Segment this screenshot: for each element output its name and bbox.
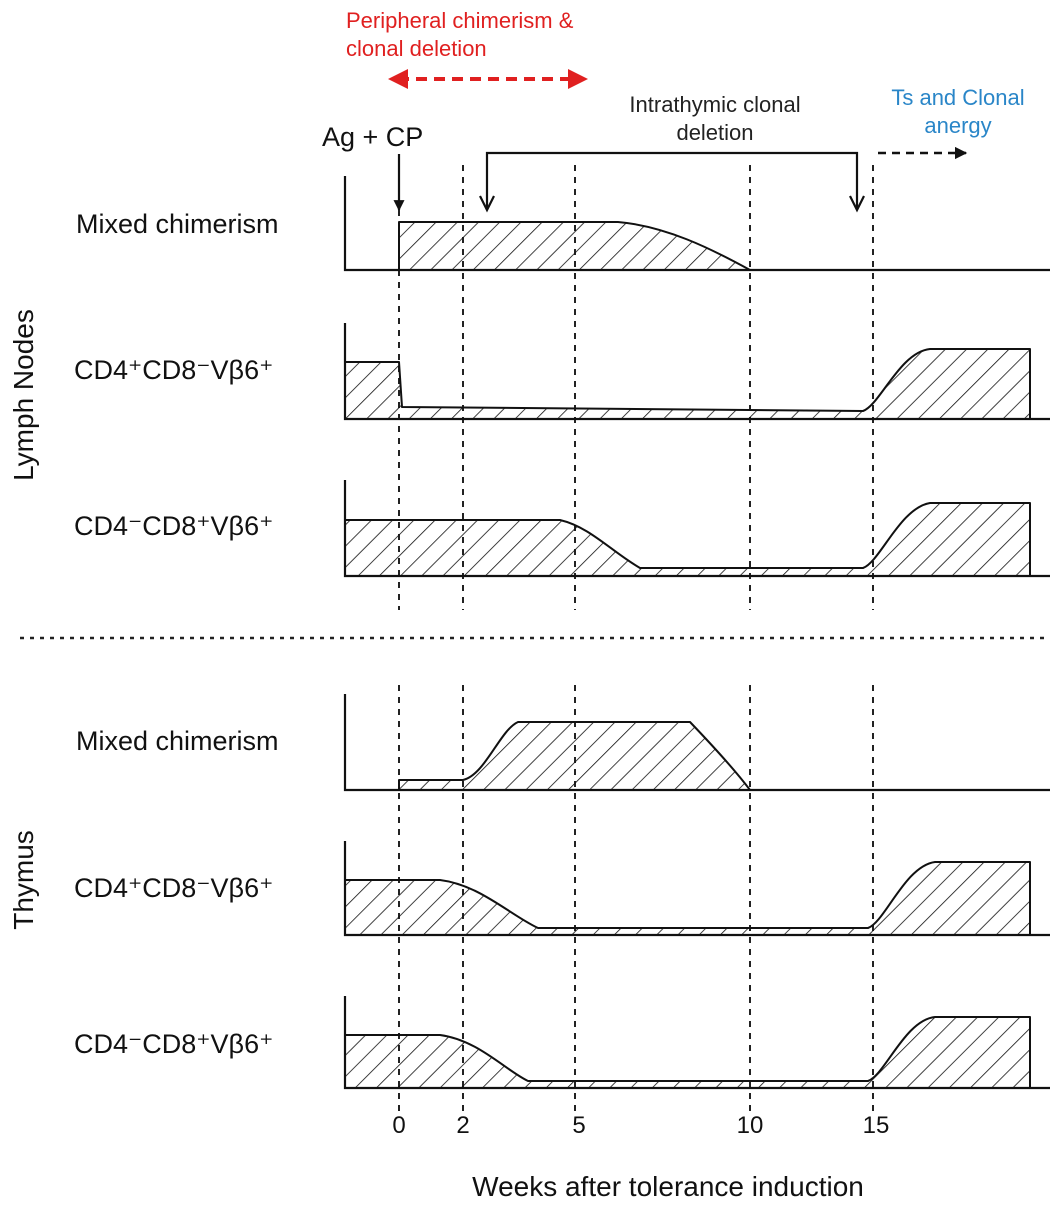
curve-th-cd8 xyxy=(344,1016,1031,1089)
panel-th-cd8: CD4⁻CD8⁺Vβ6⁺ xyxy=(74,996,1050,1090)
panel-th-mixed-chimerism: Mixed chimerism xyxy=(76,694,1050,792)
ag-cp-label: Ag + CP xyxy=(322,122,423,152)
tick-label-5: 5 xyxy=(572,1112,585,1139)
panel-label: CD4⁺CD8⁻Vβ6⁺ xyxy=(74,355,273,385)
panel-label: Mixed chimerism xyxy=(76,209,279,239)
time-guides xyxy=(398,165,874,1115)
tick-label-10: 10 xyxy=(737,1112,764,1139)
x-axis-title: Weeks after tolerance induction xyxy=(472,1171,864,1202)
panel-ln-cd8: CD4⁻CD8⁺Vβ6⁺ xyxy=(74,480,1050,578)
panel-label: CD4⁻CD8⁺Vβ6⁺ xyxy=(74,1029,273,1059)
ts-annotation-line2: anergy xyxy=(924,113,991,138)
curve-ln-mixed-chimerism xyxy=(398,221,751,271)
curve-ln-cd8 xyxy=(344,502,1031,577)
curve-th-mixed-chimerism xyxy=(398,721,751,791)
axes xyxy=(343,176,1050,272)
tick-label-0: 0 xyxy=(392,1112,405,1139)
intrathymic-bracket-right-head xyxy=(849,195,865,213)
intrathymic-annotation-line2: deletion xyxy=(676,120,753,145)
curve-th-cd4 xyxy=(344,861,1031,936)
axes xyxy=(343,323,1050,421)
panel-label: CD4⁻CD8⁺Vβ6⁺ xyxy=(74,511,273,541)
panel-label: CD4⁺CD8⁻Vβ6⁺ xyxy=(74,873,273,903)
section-label-thymus: Thymus xyxy=(8,830,39,930)
peripheral-annotation-line1: Peripheral chimerism & xyxy=(346,8,574,33)
ts-annotation-line1: Ts and Clonal xyxy=(891,85,1024,110)
panel-ln-mixed-chimerism: Mixed chimerism xyxy=(76,176,1050,272)
intrathymic-bracket xyxy=(485,151,859,208)
axes xyxy=(343,841,1050,937)
curve-ln-cd4 xyxy=(344,348,1031,420)
section-label-lymph-nodes: Lymph Nodes xyxy=(8,309,39,481)
panel-label: Mixed chimerism xyxy=(76,726,279,756)
tick-label-15: 15 xyxy=(863,1112,890,1139)
peripheral-annotation-line2: clonal deletion xyxy=(346,36,487,61)
intrathymic-annotation-line1: Intrathymic clonal xyxy=(629,92,800,117)
tick-label-2: 2 xyxy=(456,1112,469,1139)
panel-th-cd4: CD4⁺CD8⁻Vβ6⁺ xyxy=(74,841,1050,937)
panel-ln-cd4: CD4⁺CD8⁻Vβ6⁺ xyxy=(74,323,1050,421)
x-axis: 0 2 5 10 15 Weeks after tolerance induct… xyxy=(392,1112,889,1202)
axes xyxy=(343,480,1050,578)
axes xyxy=(343,996,1050,1090)
intrathymic-bracket-left-head xyxy=(479,195,495,213)
axes xyxy=(343,694,1050,792)
